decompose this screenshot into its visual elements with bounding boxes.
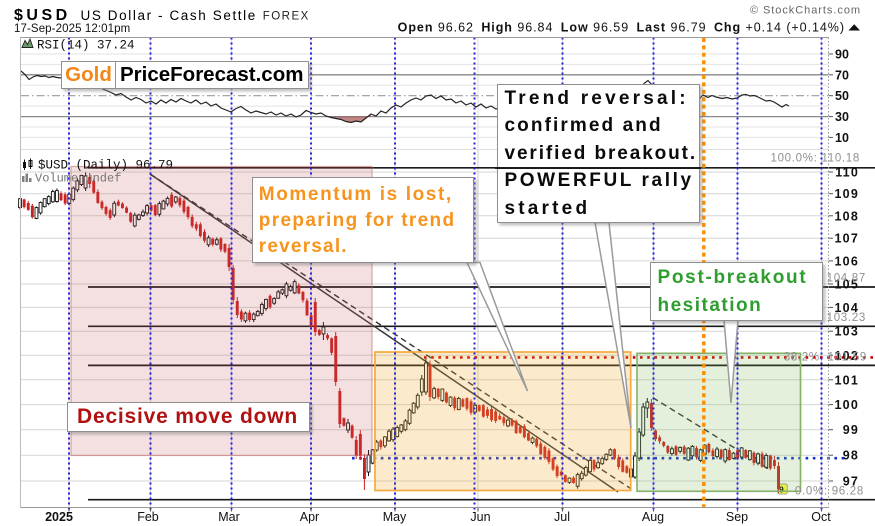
svg-text:Sep: Sep (726, 510, 748, 524)
svg-text:110: 110 (835, 165, 859, 179)
svg-text:108: 108 (835, 209, 859, 223)
svg-text:0.0%: 96.28: 0.0%: 96.28 (795, 486, 864, 498)
svg-text:101: 101 (835, 373, 859, 387)
svg-text:Oct: Oct (811, 510, 831, 524)
svg-text:$USD: $USD (14, 7, 71, 24)
svg-text:98: 98 (843, 449, 859, 463)
svg-text:105: 105 (835, 278, 859, 292)
svg-text:© StockCharts.com: © StockCharts.com (750, 5, 861, 17)
svg-text:Jul: Jul (554, 510, 570, 524)
svg-text:Mar: Mar (218, 510, 240, 524)
svg-text:103: 103 (835, 325, 859, 339)
svg-text:100: 100 (835, 398, 859, 412)
svg-text:RSI(14) 37.24: RSI(14) 37.24 (37, 39, 135, 53)
svg-text:17-Sep-2025 12:01pm: 17-Sep-2025 12:01pm (14, 23, 130, 35)
svg-text:38.2%: 101.59: 38.2%: 101.59 (784, 351, 867, 363)
svg-text:May: May (383, 510, 407, 524)
svg-text:US Dollar - Cash Settle: US Dollar - Cash Settle (81, 8, 257, 23)
svg-text:102: 102 (835, 349, 859, 363)
svg-text:90: 90 (835, 48, 849, 62)
svg-text:FOREX: FOREX (263, 11, 310, 23)
svg-text:70: 70 (835, 68, 849, 82)
svg-text:97: 97 (843, 474, 859, 488)
svg-text:30: 30 (835, 110, 849, 124)
svg-text:2025: 2025 (45, 510, 73, 524)
svg-text:Apr: Apr (300, 510, 319, 524)
svg-text:Aug: Aug (642, 510, 664, 524)
svg-text:104: 104 (835, 301, 859, 315)
svg-text:106: 106 (835, 254, 859, 268)
svg-text:Jun: Jun (470, 510, 490, 524)
svg-text:Feb: Feb (137, 510, 159, 524)
svg-text:10: 10 (835, 131, 849, 145)
svg-text:99: 99 (843, 423, 859, 437)
svg-text:107: 107 (835, 232, 859, 246)
svg-text:109: 109 (835, 187, 859, 201)
svg-text:Open 96.62 High 96.84 Low 96.5: Open 96.62 High 96.84 Low 96.59 Last 96.… (398, 21, 845, 35)
svg-text:9: 9 (779, 485, 784, 495)
svg-text:Volume undef: Volume undef (35, 172, 121, 186)
svg-text:100.0%: 110.18: 100.0%: 110.18 (770, 153, 860, 165)
svg-text:$USD (Daily) 96.79: $USD (Daily) 96.79 (38, 159, 173, 173)
svg-text:50: 50 (835, 89, 849, 103)
